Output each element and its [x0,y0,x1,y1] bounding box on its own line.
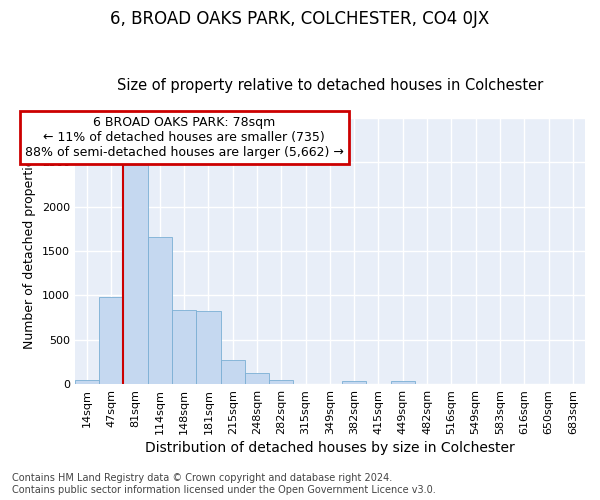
Bar [245,374,269,384]
Bar [75,380,99,384]
Y-axis label: Number of detached properties: Number of detached properties [23,152,36,350]
Text: Contains HM Land Registry data © Crown copyright and database right 2024.
Contai: Contains HM Land Registry data © Crown c… [12,474,436,495]
Bar [342,380,367,384]
Bar [172,310,196,384]
Text: 6 BROAD OAKS PARK: 78sqm
← 11% of detached houses are smaller (735)
88% of semi-: 6 BROAD OAKS PARK: 78sqm ← 11% of detach… [25,116,344,159]
Bar [124,165,148,384]
X-axis label: Distribution of detached houses by size in Colchester: Distribution of detached houses by size … [145,441,515,455]
Bar [99,297,124,384]
Text: 6, BROAD OAKS PARK, COLCHESTER, CO4 0JX: 6, BROAD OAKS PARK, COLCHESTER, CO4 0JX [110,10,490,28]
Bar [391,382,415,384]
Title: Size of property relative to detached houses in Colchester: Size of property relative to detached ho… [117,78,543,93]
Bar [196,312,221,384]
Bar [269,380,293,384]
Bar [221,360,245,384]
Bar [148,236,172,384]
